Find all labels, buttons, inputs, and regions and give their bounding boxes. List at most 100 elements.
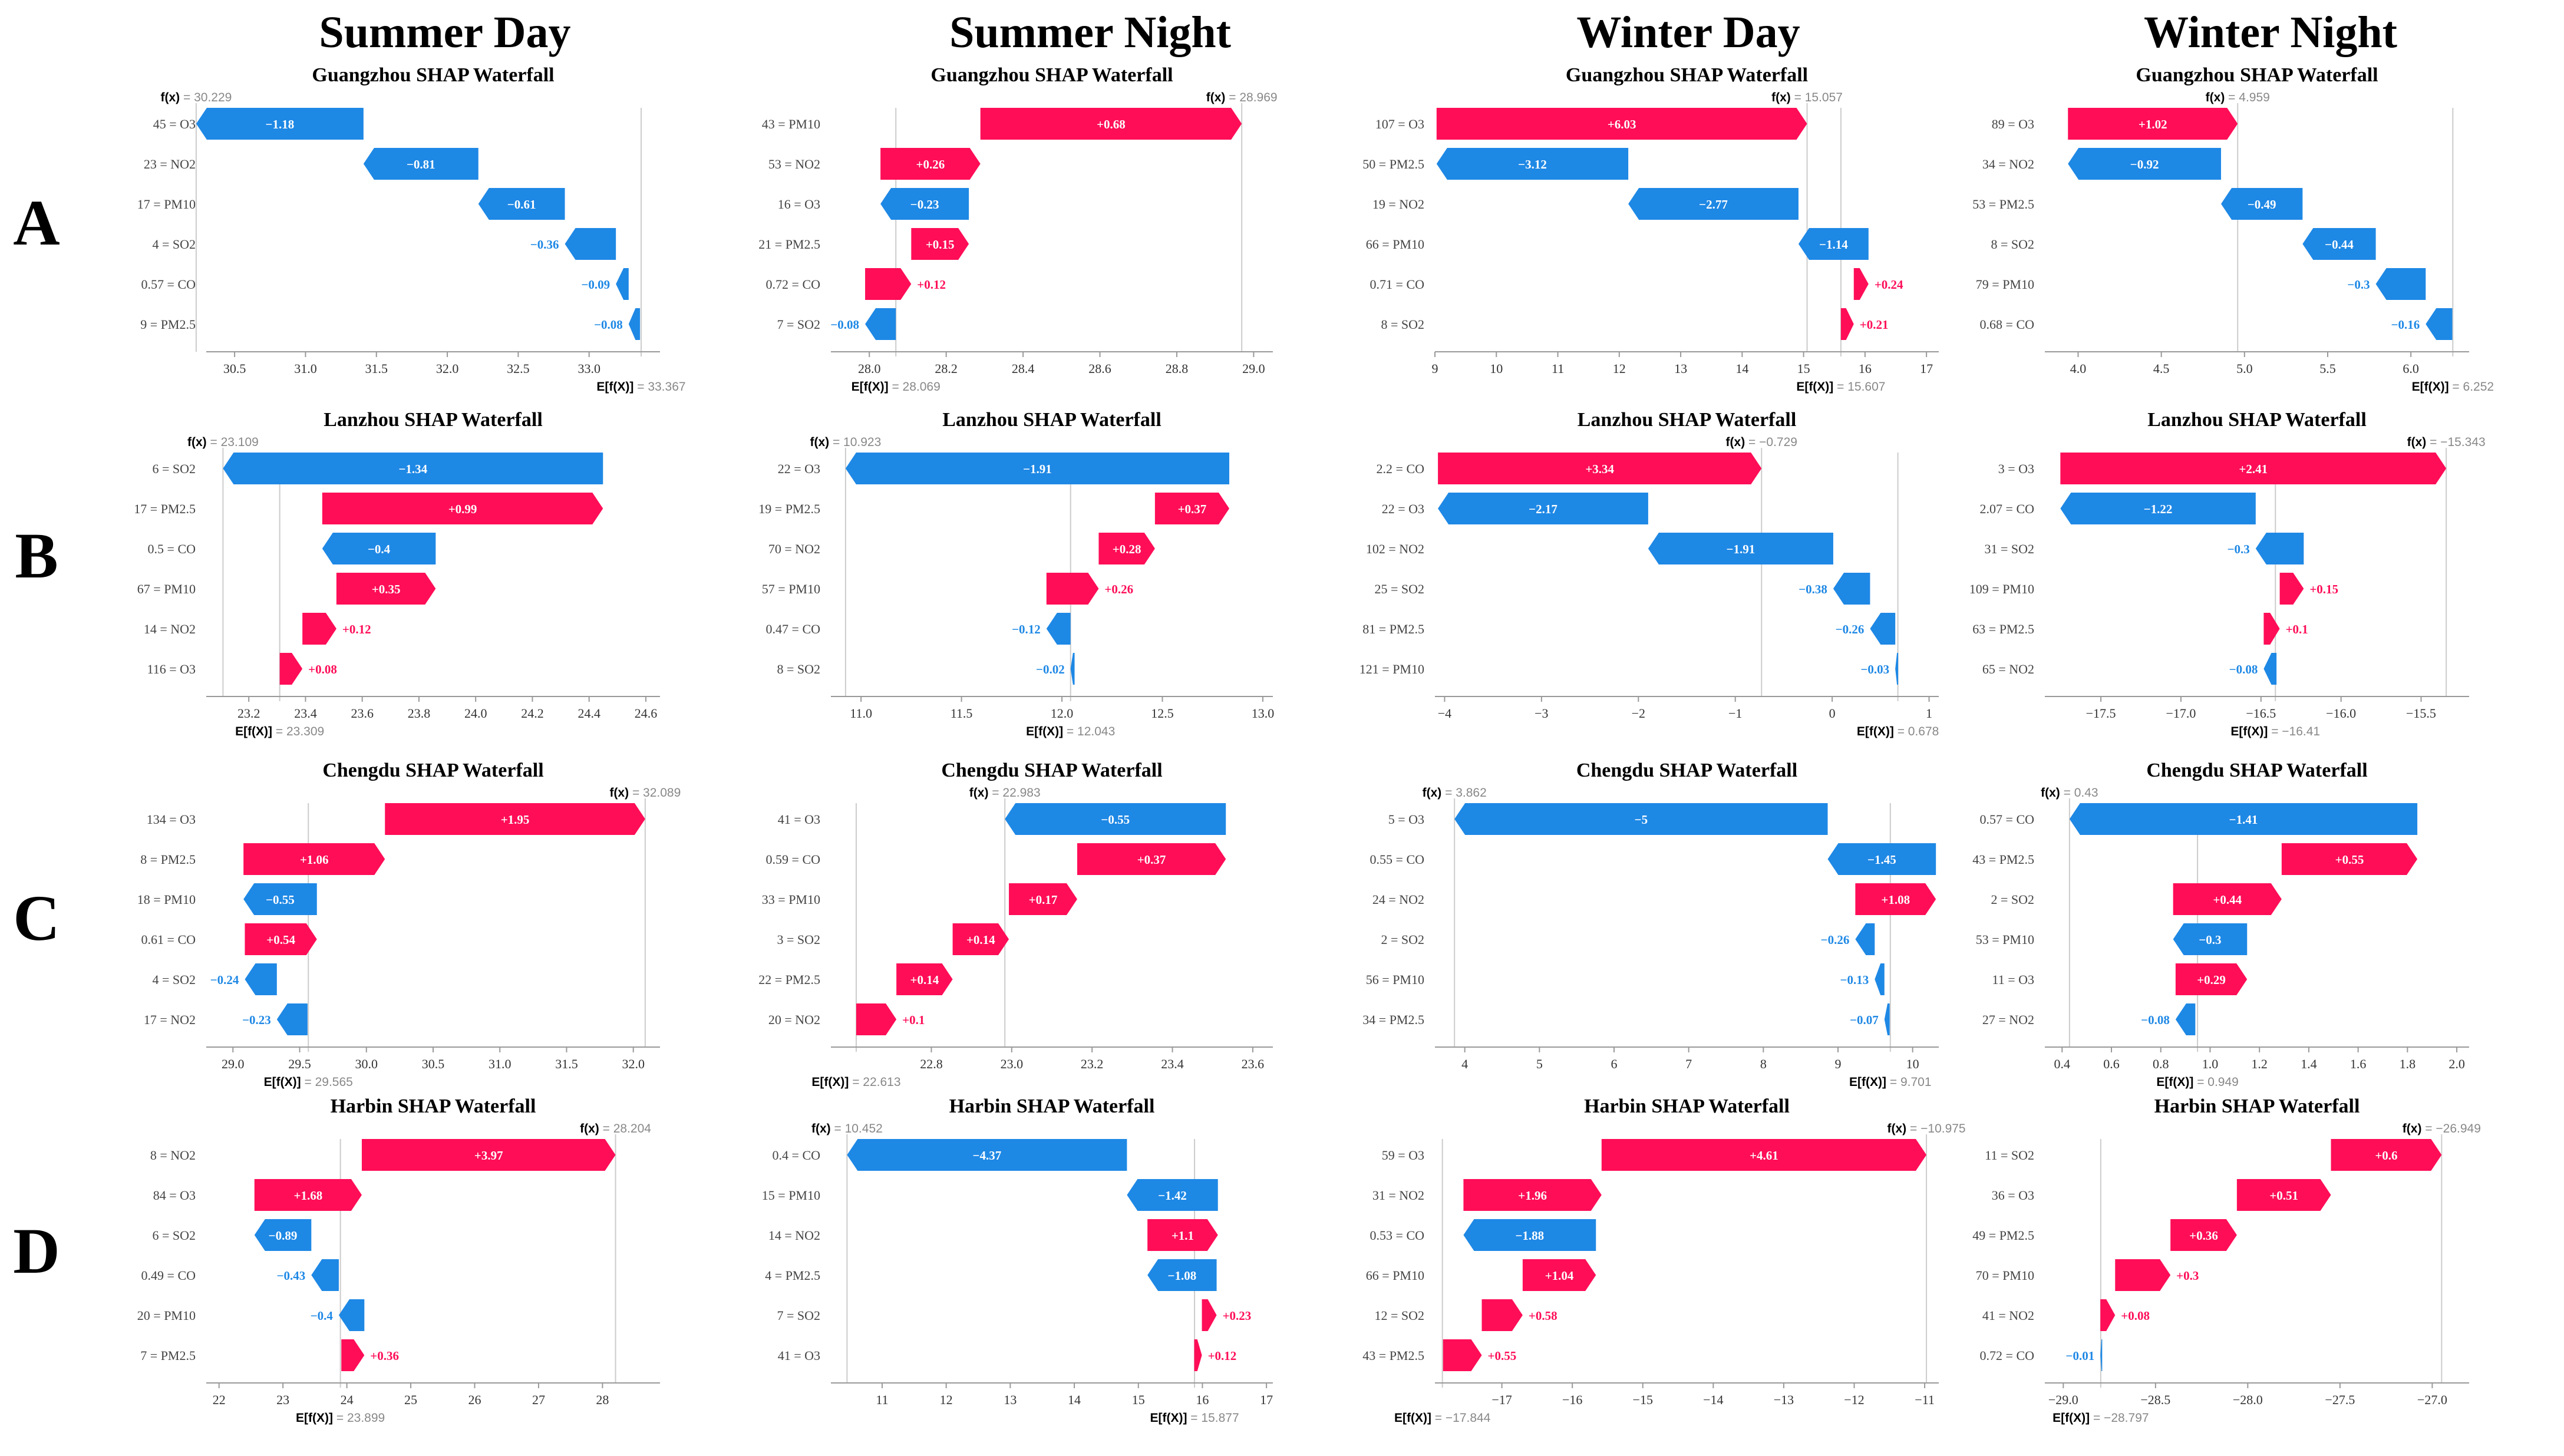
feature-label: 24 = NO2 — [1372, 892, 1424, 907]
feature-label: 16 = O3 — [778, 197, 820, 212]
negative-shap-bar — [2173, 923, 2248, 955]
x-tick-label: 30.5 — [422, 1056, 445, 1071]
fx-label: f(x) = 28.969 — [1206, 91, 1278, 104]
feature-label: 70 = PM10 — [1976, 1268, 2034, 1283]
shap-value-label: +1.02 — [2139, 117, 2167, 131]
shap-value-label: −3.12 — [1518, 157, 1547, 171]
feature-label: 50 = PM2.5 — [1362, 157, 1424, 171]
x-tick-label: 28.4 — [1012, 361, 1035, 376]
shap-value-label: −1.42 — [1158, 1188, 1187, 1203]
x-tick-label: 2.0 — [2448, 1056, 2465, 1071]
shap-value-label: +0.26 — [916, 157, 945, 171]
shap-value-label: −0.3 — [2199, 933, 2221, 947]
shap-value-label: +0.12 — [1208, 1349, 1237, 1363]
negative-shap-bar — [1454, 803, 1828, 835]
positive-shap-bar — [980, 108, 1242, 140]
positive-shap-bar — [896, 963, 953, 995]
x-tick-label: 15 — [1132, 1392, 1145, 1407]
shap-value-label: +0.35 — [372, 582, 401, 596]
negative-shap-bar — [1628, 188, 1799, 220]
feature-label: 4 = SO2 — [152, 237, 196, 252]
x-tick-label: 7 — [1685, 1056, 1692, 1071]
feature-label: 2.2 = CO — [1377, 461, 1424, 476]
shap-value-label: −0.12 — [1012, 622, 1041, 636]
shap-value-label: +3.34 — [1585, 462, 1614, 476]
waterfall-panel: Guangzhou SHAP Waterfall f(x) = 30.229 45 … — [137, 64, 686, 394]
feature-label: 0.71 = CO — [1370, 277, 1424, 292]
negative-shap-bar — [845, 453, 1230, 484]
x-tick-label: 23.4 — [1161, 1056, 1184, 1071]
fx-label: f(x) = 0.43 — [2041, 786, 2098, 800]
x-tick-label: −15 — [1633, 1392, 1653, 1407]
feature-label: 17 = NO2 — [144, 1012, 196, 1027]
feature-label: 27 = NO2 — [1982, 1012, 2034, 1027]
feature-label: 102 = NO2 — [1366, 542, 1424, 556]
shap-value-label: +0.12 — [342, 622, 371, 636]
shap-value-label: +0.21 — [1860, 318, 1889, 332]
fx-label: f(x) = 10.923 — [810, 435, 881, 449]
fx-label: f(x) = −10.975 — [1887, 1122, 1966, 1135]
x-tick-label: 32.0 — [436, 361, 459, 376]
feature-label: 36 = O3 — [1992, 1188, 2034, 1203]
x-tick-label: 17 — [1920, 361, 1933, 376]
shap-value-label: +1.06 — [300, 853, 329, 867]
shap-value-label: +0.24 — [1875, 278, 1903, 292]
feature-label: 43 = PM10 — [762, 117, 820, 131]
shap-value-label: +0.08 — [2121, 1309, 2150, 1323]
x-tick-label: 16 — [1196, 1392, 1209, 1407]
feature-label: 11 = O3 — [1992, 972, 2034, 987]
x-tick-label: 28.0 — [858, 361, 881, 376]
x-tick-label: 8 — [1760, 1056, 1767, 1071]
shap-value-label: −0.4 — [311, 1309, 334, 1323]
feature-label: 3 = SO2 — [777, 932, 820, 947]
feature-label: 7 = PM2.5 — [140, 1348, 196, 1363]
x-tick-label: 9 — [1835, 1056, 1842, 1071]
fx-label: f(x) = 30.229 — [160, 91, 232, 104]
shap-value-label: −1.88 — [1515, 1229, 1544, 1243]
feature-label: 0.47 = CO — [766, 622, 820, 636]
shap-value-label: −0.92 — [2130, 157, 2159, 171]
x-tick-label: 28 — [596, 1392, 609, 1407]
waterfall-panel: Harbin SHAP Waterfall f(x) = 28.204 8 = NO… — [137, 1095, 660, 1425]
shap-value-label: −0.13 — [1840, 973, 1869, 987]
x-tick-label: −16.0 — [2326, 706, 2356, 721]
feature-label: 0.5 = CO — [148, 542, 196, 556]
x-tick-label: 11 — [1552, 361, 1564, 376]
efx-label: E[f(X)] = −28.797 — [2052, 1411, 2149, 1425]
x-tick-label: −12 — [1844, 1392, 1864, 1407]
shap-value-label: +1.96 — [1518, 1188, 1547, 1203]
positive-shap-bar — [2173, 883, 2282, 915]
fx-label: f(x) = 10.452 — [811, 1122, 883, 1135]
shap-value-label: −1.18 — [266, 117, 295, 131]
shap-value-label: −0.49 — [2248, 197, 2276, 212]
shap-value-label: −0.09 — [581, 278, 610, 292]
feature-label: 53 = NO2 — [768, 157, 820, 171]
feature-label: 17 = PM10 — [137, 197, 196, 212]
fx-label: f(x) = 23.109 — [187, 435, 259, 449]
x-tick-label: −27.0 — [2417, 1392, 2447, 1407]
x-tick-label: −27.5 — [2325, 1392, 2355, 1407]
panel-title: Chengdu SHAP Waterfall — [2146, 760, 2367, 781]
feature-label: 53 = PM10 — [1976, 932, 2034, 947]
efx-label: E[f(X)] = −16.41 — [2230, 725, 2320, 738]
positive-shap-bar — [2279, 573, 2304, 605]
feature-label: 67 = PM10 — [137, 582, 196, 596]
x-tick-label: 12 — [940, 1392, 953, 1407]
feature-label: 2 = SO2 — [1991, 892, 2034, 907]
fx-label: f(x) = 3.862 — [1423, 786, 1487, 800]
feature-label: 19 = PM2.5 — [758, 501, 820, 516]
negative-shap-bar — [2175, 1003, 2196, 1035]
negative-shap-bar — [363, 148, 479, 180]
feature-label: 89 = O3 — [1992, 117, 2034, 131]
feature-label: 14 = NO2 — [768, 1228, 820, 1243]
positive-shap-bar — [865, 268, 912, 300]
positive-shap-bar — [1046, 573, 1099, 605]
negative-shap-bar — [1884, 1003, 1890, 1035]
shap-value-label: −0.08 — [2141, 1013, 2170, 1027]
shap-value-label: +0.55 — [2335, 853, 2364, 867]
shap-value-label: −0.24 — [210, 973, 239, 987]
x-tick-label: 24.6 — [635, 706, 658, 721]
shap-value-label: −5 — [1635, 813, 1648, 827]
feature-label: 17 = PM2.5 — [134, 501, 196, 516]
